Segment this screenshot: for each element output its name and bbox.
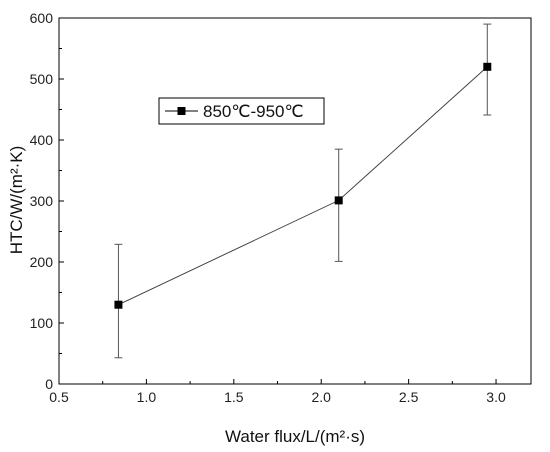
data-point: [334, 196, 343, 205]
plot-frame: [58, 17, 532, 385]
error-bars: [114, 23, 492, 359]
y-tick-label: 0: [45, 376, 53, 392]
y-tick-label: 600: [30, 10, 54, 26]
y-tick-label: 500: [30, 71, 54, 87]
data-point: [483, 62, 492, 71]
y-tick-label: 100: [30, 315, 54, 331]
axis-ticks: 0.5 1.0 1.5 2.0 2.5 3.0 0 100 200 300 400 500 600: [30, 10, 506, 405]
x-tick-label: 1.5: [224, 389, 244, 405]
y-tick-label: 200: [30, 254, 54, 270]
x-tick-label: 1.0: [137, 389, 157, 405]
y-tick-label: 300: [30, 193, 54, 209]
legend-label: 850℃-950℃: [203, 102, 304, 121]
x-tick-label: 2.5: [399, 389, 419, 405]
legend-marker: [177, 107, 186, 115]
series-markers: [114, 62, 492, 309]
legend: 850℃-950℃: [158, 97, 325, 125]
y-axis-title: HTC/W/(m²·K): [7, 146, 26, 255]
y-tick-label: 400: [30, 132, 54, 148]
x-tick-label: 3.0: [486, 389, 506, 405]
x-axis-title: Water flux/L/(m²·s): [225, 427, 365, 446]
data-point: [114, 300, 123, 309]
x-tick-label: 2.0: [311, 389, 331, 405]
x-tick-label: 0.5: [49, 389, 69, 405]
